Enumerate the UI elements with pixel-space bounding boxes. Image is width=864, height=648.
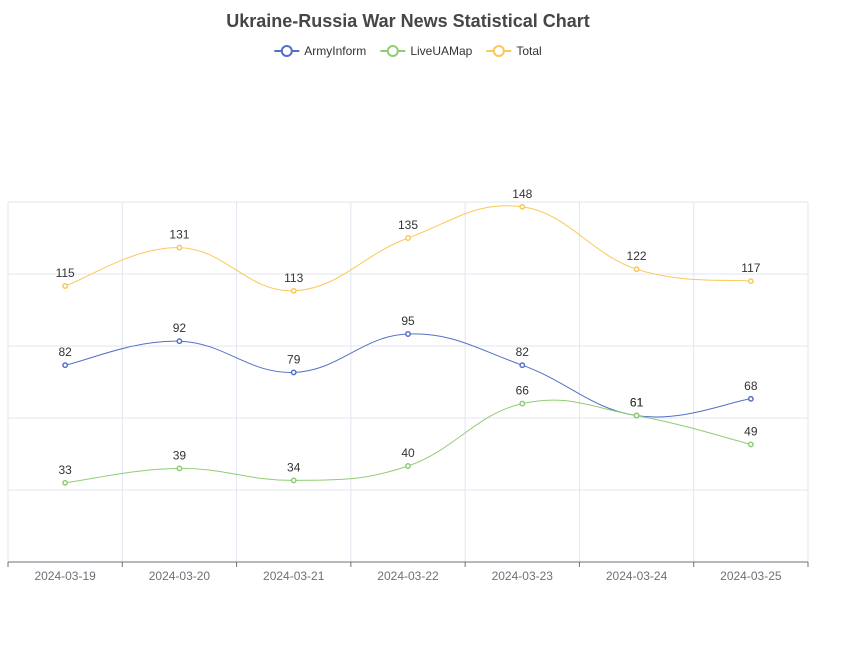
data-point-armyinform [519,362,526,369]
data-point-liveuamap [405,463,411,469]
data-label-total: 117 [741,261,760,275]
grid [7,201,809,562]
data-label-total: 122 [627,249,647,263]
legend-label: LiveUAMap [410,44,472,58]
x-tick-label: 2024-03-24 [606,569,668,583]
x-tick-label: 2024-03-19 [34,569,96,583]
data-point-armyinform [405,331,411,337]
data-label-total: 113 [284,271,303,285]
data-point-total [519,203,526,210]
data-point-liveuamap [519,400,526,407]
data-point-liveuamap [62,479,69,486]
data-label-armyinform: 82 [516,345,530,359]
data-point-liveuamap [633,412,640,419]
data-label-total: 115 [56,266,75,280]
data-point-armyinform [62,362,69,369]
data-labels: 8292799582616833393440666149115131113135… [56,187,761,477]
data-point-liveuamap [290,477,297,484]
data-label-liveuamap: 33 [58,463,72,477]
legend-marker-icon [280,45,293,57]
data-label-liveuamap: 39 [173,448,187,462]
data-label-liveuamap: 66 [516,384,530,398]
data-label-liveuamap: 61 [630,396,644,410]
x-tick-label: 2024-03-21 [263,569,325,583]
x-tick-label: 2024-03-25 [720,569,782,583]
data-label-total: 148 [512,187,532,201]
data-point-total [62,283,69,289]
data-point-armyinform [290,369,297,376]
series-liveuamap [62,399,754,486]
data-point-total [176,244,183,251]
data-point-total [633,266,640,273]
series-layer [62,203,754,486]
series-armyinform [62,331,754,419]
data-label-liveuamap: 34 [287,460,301,474]
legend-label: Total [516,44,541,58]
data-label-armyinform: 68 [744,379,758,393]
data-label-armyinform: 82 [58,345,72,359]
legend-marker-icon [386,45,399,57]
data-label-liveuamap: 40 [401,446,415,460]
x-tick-label: 2024-03-23 [492,569,554,583]
data-label-armyinform: 92 [173,321,187,335]
data-point-total [747,278,754,285]
data-point-total [405,235,411,241]
legend-label: ArmyInform [304,44,366,58]
x-tick-label: 2024-03-22 [377,569,439,583]
data-label-total: 135 [398,218,418,232]
legend-item-liveuamap[interactable]: LiveUAMap [380,44,473,58]
legend[interactable]: ArmyInform LiveUAMap Total [274,44,542,58]
chart-title: Ukraine-Russia War News Statistical Char… [226,11,589,31]
data-point-liveuamap [747,441,754,448]
legend-item-total[interactable]: Total [486,44,542,58]
legend-item-armyinform[interactable]: ArmyInform [274,44,366,58]
x-tick-label: 2024-03-20 [149,569,211,583]
series-line-liveuamap [65,399,751,484]
data-point-armyinform [747,395,754,402]
series-total [62,203,754,294]
data-label-armyinform: 95 [401,314,415,328]
x-axis: 2024-03-19 2024-03-20 2024-03-21 2024-03-22… [7,561,809,583]
data-label-liveuamap: 49 [744,424,758,438]
data-point-armyinform [176,338,183,345]
legend-marker-icon [492,45,505,57]
data-point-total [290,287,297,294]
data-label-armyinform: 61 [630,396,644,410]
data-label-armyinform: 79 [287,352,301,366]
data-label-total: 131 [169,228,189,242]
data-point-liveuamap [176,465,183,472]
